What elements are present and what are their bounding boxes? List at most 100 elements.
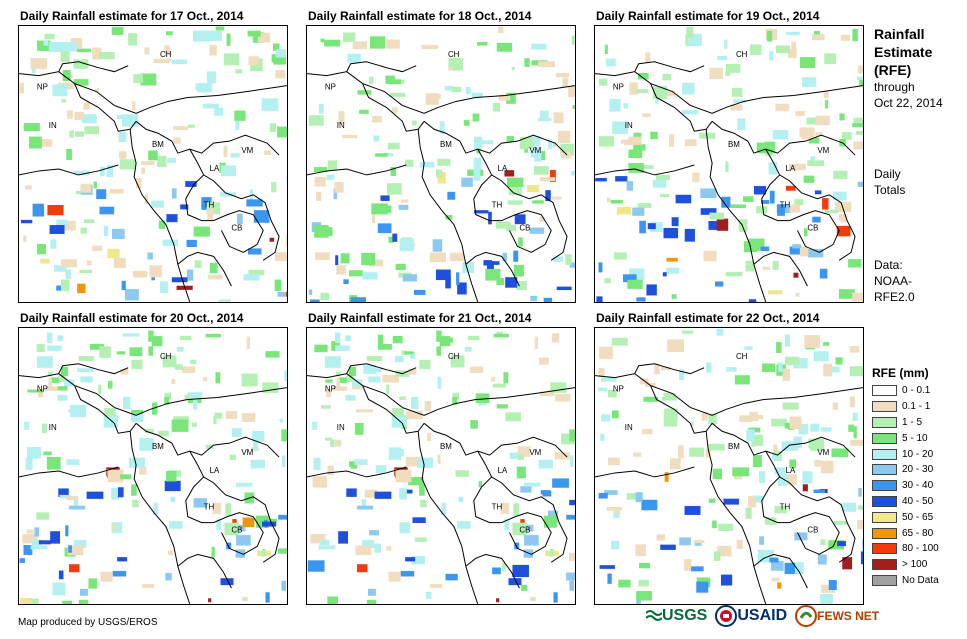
- rain-cell: [232, 428, 242, 437]
- legend-label: 30 - 40: [902, 480, 934, 492]
- rain-cell: [326, 389, 332, 398]
- rain-cell: [749, 44, 762, 55]
- rain-cell: [355, 545, 372, 556]
- rain-cell: [419, 484, 425, 496]
- rain-cell: [92, 245, 103, 251]
- legend-swatch: [872, 401, 897, 413]
- rain-cell: [635, 544, 646, 557]
- rain-cell: [190, 359, 197, 364]
- side-data-src1: NOAA-: [874, 274, 913, 288]
- country-border: [753, 251, 808, 287]
- rain-cell: [813, 489, 826, 494]
- rain-cell: [539, 216, 545, 222]
- rain-cell: [74, 539, 87, 548]
- rain-cell: [652, 179, 667, 188]
- rain-cell: [357, 505, 374, 510]
- rain-cell: [823, 363, 833, 377]
- rain-cell: [725, 271, 743, 277]
- rain-cell: [817, 554, 827, 565]
- rain-cell: [452, 396, 458, 405]
- country-label-la: LA: [498, 466, 508, 475]
- rain-cell: [343, 32, 356, 42]
- rain-cell: [708, 220, 721, 230]
- rain-cell: [248, 56, 260, 66]
- rain-cell: [798, 424, 809, 435]
- rain-cell: [859, 79, 863, 86]
- rain-cell: [120, 474, 132, 480]
- rain-cell: [772, 453, 781, 460]
- rain-cell: [833, 170, 848, 180]
- rain-cell: [88, 578, 98, 589]
- rain-cell: [405, 557, 416, 562]
- panel-title-19oct: Daily Rainfall estimate for 19 Oct., 201…: [596, 9, 820, 23]
- rain-cell: [162, 355, 177, 368]
- legend-item: 30 - 40: [872, 478, 939, 494]
- rain-cell: [473, 169, 481, 181]
- rain-cell: [768, 162, 778, 175]
- rain-cell: [597, 387, 608, 392]
- rain-cell: [394, 356, 404, 363]
- rainfall-field: [308, 26, 575, 302]
- rain-cell: [852, 412, 858, 421]
- rain-cell: [176, 346, 184, 352]
- rain-cell: [246, 336, 251, 349]
- rain-cell: [474, 210, 489, 214]
- country-border: [346, 61, 417, 73]
- rain-cell: [795, 292, 800, 297]
- rain-cell: [557, 130, 571, 144]
- rain-cell: [708, 498, 716, 503]
- country-label-in: IN: [337, 423, 345, 432]
- country-label-la: LA: [210, 466, 220, 475]
- rain-cell: [815, 132, 823, 137]
- rain-cell: [686, 26, 694, 38]
- rain-cell: [66, 495, 79, 500]
- country-label-th: TH: [780, 201, 791, 210]
- rain-cell: [57, 386, 68, 391]
- rain-cell: [828, 540, 845, 550]
- rain-cell: [681, 330, 694, 334]
- rain-cell: [632, 207, 645, 216]
- rain-cell: [67, 110, 73, 119]
- rain-cell: [799, 127, 814, 138]
- rain-cell: [492, 102, 500, 112]
- rain-cell: [277, 126, 287, 138]
- rain-cell: [57, 395, 68, 401]
- rain-cell: [69, 564, 80, 573]
- rain-cell: [86, 260, 92, 266]
- rain-cell: [419, 161, 435, 168]
- rain-cell: [40, 258, 50, 264]
- rain-cell: [226, 33, 231, 46]
- legend-item: 0.1 - 1: [872, 399, 939, 415]
- rain-cell: [77, 283, 86, 294]
- rain-cell: [153, 502, 159, 515]
- rain-cell: [840, 34, 850, 41]
- rain-cell: [760, 200, 770, 204]
- rain-cell: [158, 430, 169, 437]
- rain-cell: [98, 52, 115, 60]
- rain-cell: [642, 428, 653, 435]
- rain-cell: [813, 31, 821, 35]
- rain-cell: [517, 454, 524, 460]
- country-border: [595, 466, 695, 478]
- country-label-la: LA: [210, 164, 220, 173]
- rain-cell: [506, 136, 515, 143]
- rain-cell: [173, 416, 189, 422]
- rain-cell: [98, 384, 102, 395]
- rain-cell: [832, 402, 838, 410]
- rain-cell: [624, 141, 633, 146]
- rain-cell: [645, 52, 651, 63]
- rain-cell: [70, 404, 87, 418]
- rain-cell: [334, 182, 344, 193]
- country-border: [58, 61, 129, 73]
- legend-swatch: [872, 464, 897, 476]
- rain-cell: [338, 531, 348, 544]
- rain-cell: [23, 545, 33, 555]
- rain-cell: [549, 548, 554, 557]
- rain-cell: [849, 396, 855, 408]
- rain-cell: [319, 539, 330, 546]
- rain-cell: [253, 210, 269, 223]
- legend-swatch: [872, 543, 897, 555]
- rain-cell: [350, 297, 366, 302]
- rain-cell: [60, 259, 77, 268]
- rain-cell: [808, 137, 820, 144]
